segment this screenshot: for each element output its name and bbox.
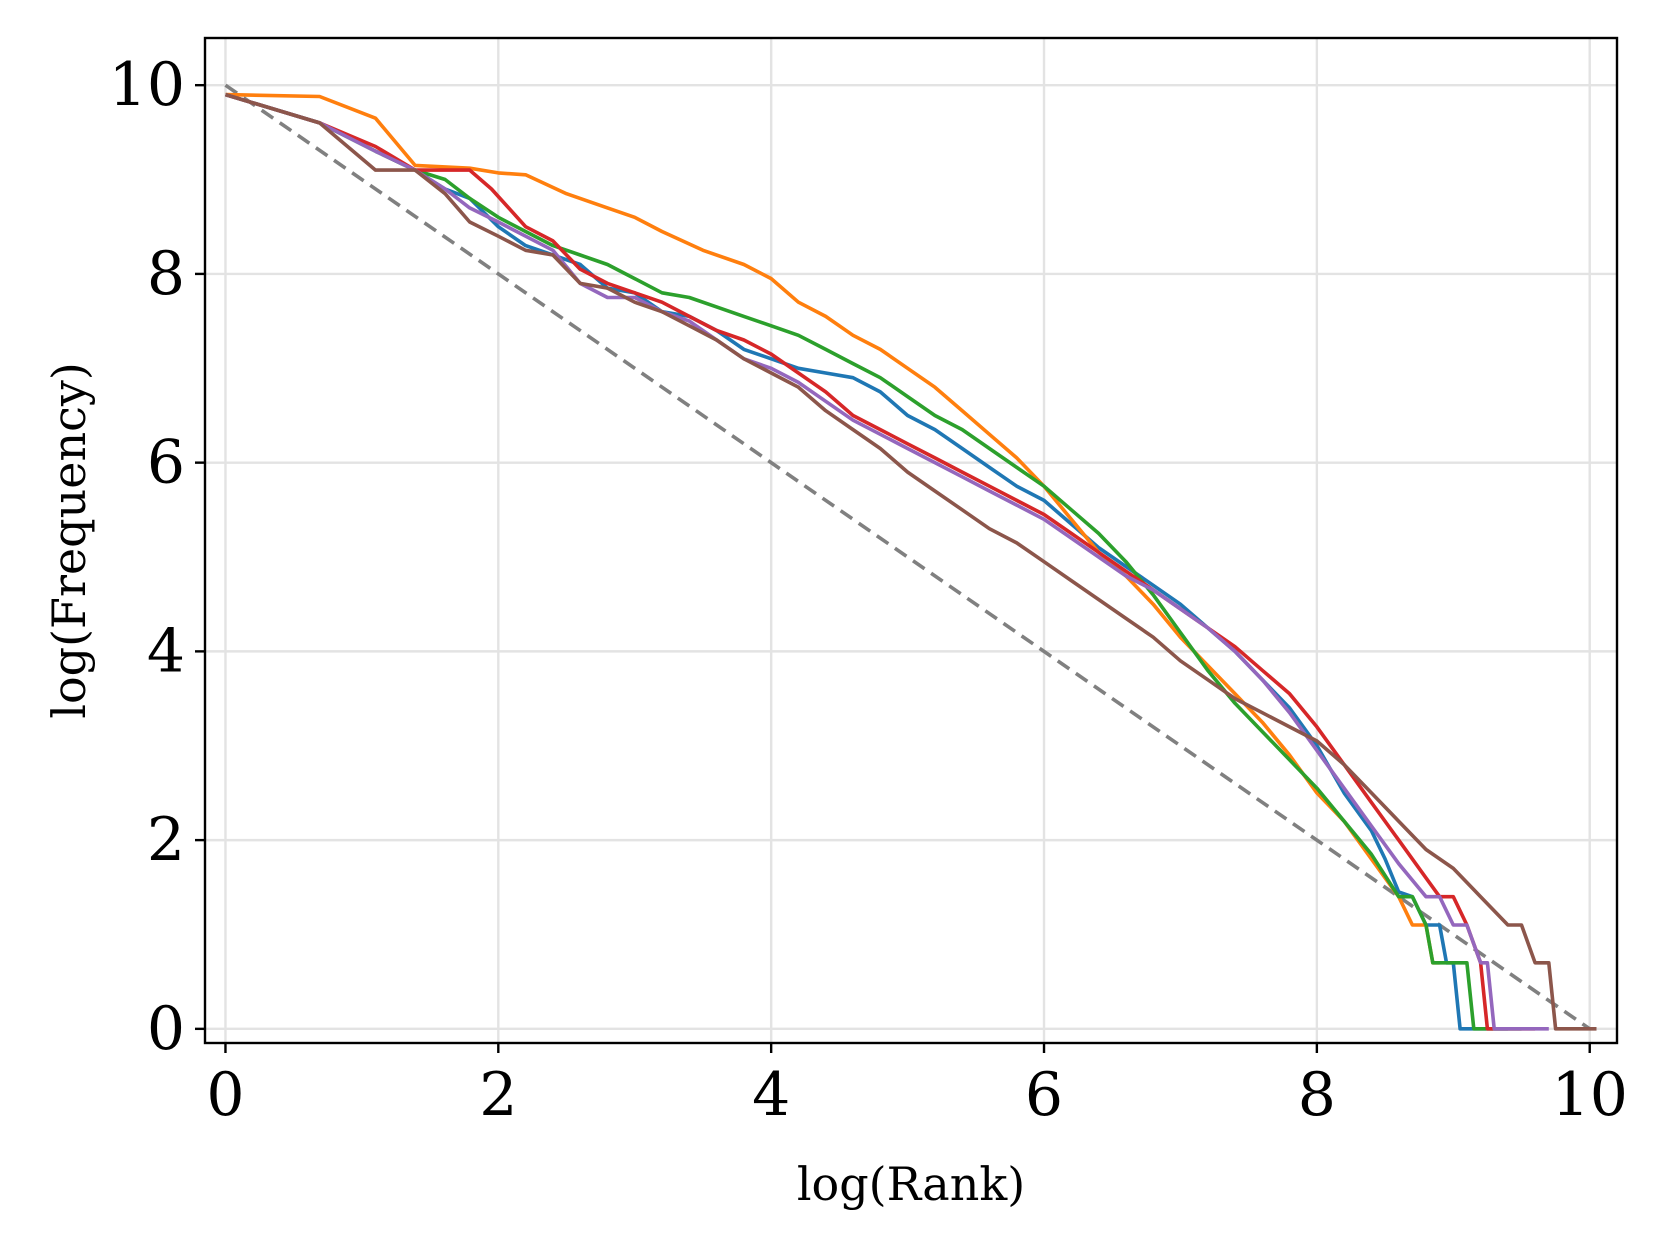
y-axis-label: log(Frequency) <box>42 362 96 719</box>
x-tick-label: 4 <box>752 1060 790 1130</box>
x-tick-label: 6 <box>1025 1060 1063 1130</box>
y-tick-label: 6 <box>147 428 185 498</box>
x-tick-label: 10 <box>1552 1060 1628 1130</box>
x-axis-label: log(Rank) <box>797 1157 1025 1211</box>
x-tick-label: 2 <box>479 1060 517 1130</box>
series-blue-line <box>224 92 1508 1031</box>
series-red-line <box>224 92 1536 1031</box>
x-tick-label: 0 <box>206 1060 244 1130</box>
x-tick-label: 8 <box>1298 1060 1336 1130</box>
y-tick-label: 0 <box>147 994 185 1064</box>
series-green-line <box>224 92 1522 1031</box>
series-brown-line <box>224 92 1597 1031</box>
plot-frame <box>203 36 1619 1045</box>
grid <box>205 38 1617 1043</box>
x-axis-ticks: 0 2 4 6 8 10 <box>206 1043 1628 1130</box>
series-orange-line <box>225 92 1440 965</box>
reference-line <box>224 83 1591 1031</box>
axes-frame <box>203 36 1619 1045</box>
y-tick-label: 4 <box>147 616 185 686</box>
series-purple-line <box>224 92 1549 1031</box>
y-tick-label: 8 <box>147 239 185 309</box>
reference-line-layer <box>224 83 1591 1031</box>
series-layer <box>224 92 1597 1031</box>
y-tick-label: 2 <box>147 805 185 875</box>
y-tick-label: 10 <box>109 50 185 120</box>
y-axis-ticks: 0 2 4 6 8 10 <box>109 50 205 1064</box>
